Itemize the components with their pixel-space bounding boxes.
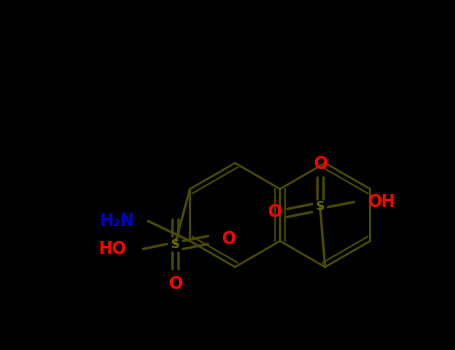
Text: HO: HO <box>99 240 127 258</box>
Text: S: S <box>316 201 324 214</box>
Text: O: O <box>221 230 235 248</box>
Text: S: S <box>171 238 179 251</box>
Text: O: O <box>168 275 182 293</box>
Text: O: O <box>313 155 327 173</box>
Text: H₂N: H₂N <box>100 212 135 230</box>
Text: OH: OH <box>367 193 395 211</box>
Text: O: O <box>267 203 281 221</box>
